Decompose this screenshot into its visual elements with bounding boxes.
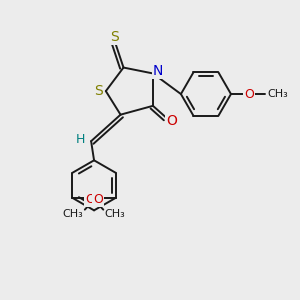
Text: CH₃: CH₃	[63, 209, 83, 219]
Text: CH₃: CH₃	[105, 209, 125, 219]
Text: O: O	[244, 88, 254, 100]
Text: CH₃: CH₃	[267, 89, 288, 99]
Text: S: S	[110, 30, 119, 44]
Text: O: O	[85, 193, 95, 206]
Text: O: O	[93, 193, 103, 206]
Text: H: H	[76, 133, 86, 146]
Text: O: O	[166, 114, 177, 128]
Text: S: S	[94, 84, 103, 98]
Text: N: N	[153, 64, 164, 78]
